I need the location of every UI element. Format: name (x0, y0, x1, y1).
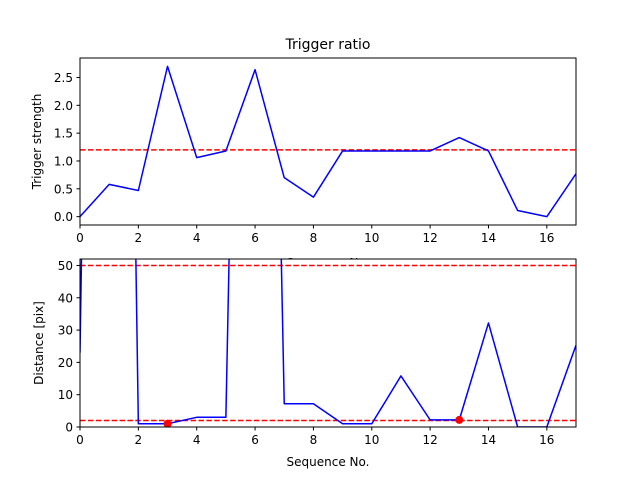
data-point-marker (163, 419, 172, 427)
x-tick-label: 10 (364, 433, 379, 447)
x-tick-label: 2 (135, 231, 143, 245)
y-tick-label: 0.0 (54, 210, 73, 224)
y-tick-label: 2.0 (54, 99, 73, 113)
series-line (80, 65, 576, 218)
y-tick-label: 2.5 (54, 71, 73, 85)
x-tick-label: 6 (251, 231, 259, 245)
chart-title: Trigger ratio (284, 37, 370, 53)
x-tick-label: 4 (193, 231, 201, 245)
x-tick-label: 0 (76, 433, 84, 447)
axes-frame (79, 258, 577, 428)
distance-axes: 0 2 4 6 8 10 12 14 16 0 10 20 30 40 50 Sequence No. D… (32, 258, 577, 469)
x-tick-label: 16 (539, 231, 554, 245)
x-tick-label: 8 (310, 433, 318, 447)
series-line (80, 259, 576, 427)
y-tick-label: 10 (58, 388, 73, 402)
x-tick-label: 2 (135, 433, 143, 447)
x-tick-label: 12 (422, 231, 437, 245)
y-tick-label: 40 (58, 291, 73, 305)
data-point-marker (455, 415, 464, 424)
x-tick-label: 10 (364, 231, 379, 245)
y-axis-label: Trigger strength (30, 94, 44, 191)
x-tick-label: 4 (193, 433, 201, 447)
axes-background (80, 259, 576, 427)
trigger-ratio-axes: 0 2 4 6 8 10 12 14 16 0.0 0.5 1.0 1.5 2.0 2.5 Trigger… (30, 37, 577, 270)
y-tick-label: 0.5 (54, 182, 73, 196)
x-tick-label: 14 (481, 433, 496, 447)
y-tick-label: 20 (58, 356, 73, 370)
axes-frame (79, 57, 577, 226)
x-tick-label: 14 (481, 231, 496, 245)
y-tick-label: 1.5 (54, 127, 73, 141)
y-tick-label: 0 (65, 421, 73, 435)
y-tick-label: 50 (58, 259, 73, 273)
x-tick-label: 6 (251, 433, 259, 447)
x-tick-label: 8 (310, 231, 318, 245)
x-tick-label: 16 (539, 433, 554, 447)
x-tick-label: 0 (76, 231, 84, 245)
x-tick-label: 12 (422, 433, 437, 447)
y-axis-label: Distance [pix] (32, 301, 46, 385)
x-axis-label: Sequence No. (287, 455, 370, 469)
y-tick-label: 30 (58, 324, 73, 338)
axes-background (80, 58, 576, 225)
y-tick-label: 1.0 (54, 154, 73, 168)
